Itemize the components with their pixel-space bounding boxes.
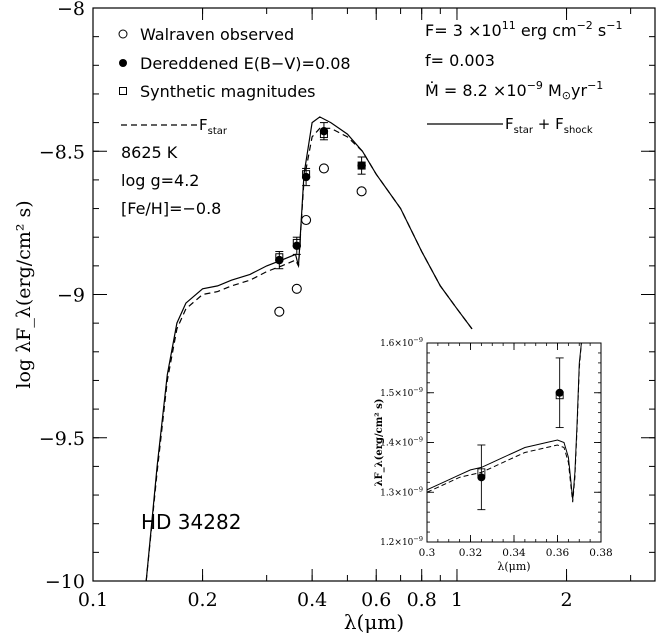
stellar-parameter: log g=4.2: [121, 171, 199, 190]
y-tick-label: −8.5: [39, 141, 85, 163]
legend-marker-dereddened: [119, 59, 127, 67]
inset-x-tick-label: 0.36: [546, 547, 570, 559]
dereddened-point: [357, 161, 366, 170]
inset-plot: 0.3 0.32 0.34 0.36 0.38 1.2×10−9 1.3×10−9 1.4×1…: [374, 336, 613, 573]
inset-dereddened-point: [477, 473, 486, 482]
walraven-observed-point: [318, 163, 329, 174]
x-tick-label: 0.1: [78, 589, 108, 611]
x-tick-label: 2: [560, 589, 572, 611]
walraven-observed-point: [274, 306, 285, 317]
legend-label-fstar: Fstar: [199, 116, 228, 137]
inset-fstar-fshock-line: [427, 343, 582, 500]
stellar-parameter: [Fe/H]=−0.8: [121, 199, 221, 218]
synthetic-magnitude-point: [292, 238, 301, 247]
inset-y-axis-label: λF_λ(erg/cm² s): [374, 398, 385, 486]
x-tick-label: 0.4: [297, 589, 327, 611]
shock-flux-parameter: F= 3 ×1011 erg cm−2 s−1: [425, 19, 622, 40]
x-tick-label: 0.8: [407, 589, 437, 611]
x-tick-label: 0.6: [361, 589, 391, 611]
accretion-rate-parameter: Ṁ = 8.2 ×10−9 M⊙yr−1: [425, 79, 603, 102]
legend-marker-synthetic: [119, 87, 127, 95]
walraven-observed-point: [356, 186, 367, 197]
inset-y-tick-label: 1.5×10−9: [380, 386, 423, 399]
inset-synthetic-point: [555, 391, 564, 400]
walraven-observed-point: [291, 283, 302, 294]
legend-label: Synthetic magnitudes: [140, 82, 316, 101]
legend-label: Walraven observed: [140, 25, 294, 44]
y-tick-label: −8: [57, 0, 85, 20]
x-axis-label: λ(μm): [344, 610, 404, 634]
dereddened-point: [319, 126, 329, 136]
synthetic-magnitude-point: [275, 253, 284, 262]
inset-y-tick-label: 1.4×10−9: [380, 436, 423, 449]
x-tick-label: 0.2: [187, 589, 217, 611]
inset-y-tick-label: 1.2×10−9: [380, 535, 423, 548]
object-label: HD 34282: [141, 510, 241, 534]
y-axis-label: log λF_λ(erg/cm² s): [13, 200, 35, 388]
legend-label: Dereddened E(B−V)=0.08: [140, 54, 351, 73]
dereddened-point: [275, 255, 284, 265]
legend-label-fstar-fshock: Fstar + Fshock: [505, 115, 593, 136]
inset-y-tick-label: 1.6×10−9: [380, 336, 423, 349]
inset-frame: [426, 342, 602, 543]
inset-dereddened-point: [555, 388, 564, 397]
y-tick-label: −10: [45, 571, 85, 593]
inset-x-tick-label: 0.34: [502, 547, 526, 559]
stellar-parameter: 8625 K: [121, 143, 178, 162]
synthetic-magnitude-point: [302, 170, 311, 179]
filling-factor-parameter: f= 0.003: [425, 51, 495, 70]
synthetic-magnitude-point: [319, 130, 328, 139]
inset-x-tick-label: 0.38: [589, 547, 612, 559]
y-tick-label: −9.5: [39, 428, 85, 450]
y-tick-label: −9: [57, 285, 85, 307]
dereddened-point: [292, 241, 301, 250]
fstar-fshock-line: [145, 116, 473, 581]
main-plot: 0.1 0.2 0.4 0.6 0.8 1 2 −10 −9.5 −9 −8.5 −8 λ(μm) log…: [13, 0, 656, 634]
inset-x-tick-label: 0.3: [419, 547, 436, 559]
inset-y-tick-label: 1.3×10−9: [380, 485, 423, 498]
synthetic-magnitude-point: [357, 161, 366, 170]
inset-x-tick-label: 0.32: [459, 547, 482, 559]
legend-marker-walraven: [118, 29, 128, 39]
x-tick-label: 1: [451, 589, 463, 611]
inset-synthetic-point: [477, 468, 486, 477]
walraven-observed-point: [301, 214, 312, 226]
inset-x-axis-label: λ(μm): [497, 560, 530, 573]
dereddened-point: [301, 172, 311, 182]
